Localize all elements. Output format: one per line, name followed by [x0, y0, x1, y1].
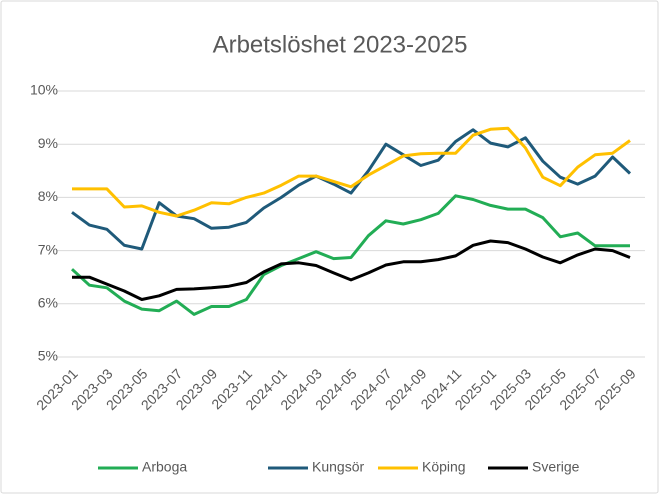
legend-label: Arboga [142, 459, 187, 475]
chart-title: Arbetslöshet 2023-2025 [213, 31, 468, 58]
legend-label: Kungsör [312, 459, 364, 475]
y-tick-label: 6% [38, 295, 58, 311]
series-line [72, 239, 631, 301]
y-tick-label: 8% [38, 188, 58, 204]
legend-label: Sverige [532, 459, 580, 475]
y-tick-label: 9% [38, 135, 58, 151]
series-line [72, 126, 631, 218]
legend-label: Köping [422, 459, 466, 475]
y-tick-label: 10% [30, 82, 58, 98]
y-tick-label: 5% [38, 348, 58, 364]
series-line [71, 128, 632, 251]
series-line [70, 194, 630, 316]
y-tick-label: 7% [38, 241, 58, 257]
